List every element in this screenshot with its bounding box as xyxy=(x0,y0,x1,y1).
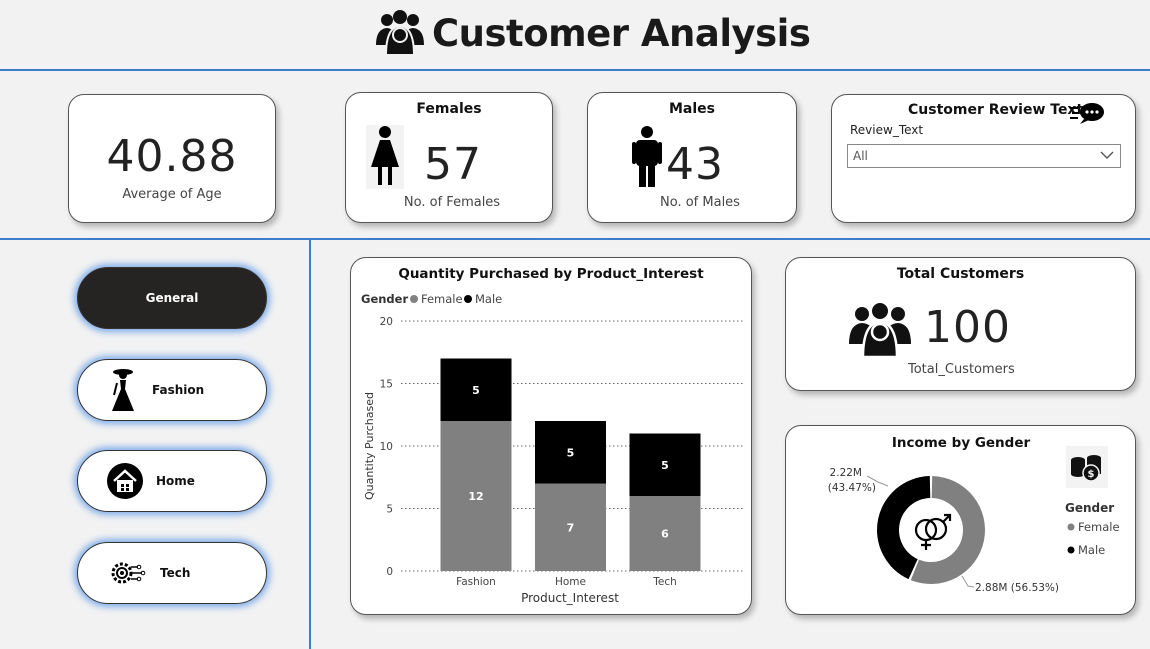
male-person-icon xyxy=(632,126,662,187)
svg-text:$: $ xyxy=(1088,469,1095,480)
male-slice-label: 2.22M xyxy=(830,467,862,479)
donut-legend-label-male: Male xyxy=(1078,543,1105,557)
quantity-bar-chart: Quantity Purchased by Product_Interest G… xyxy=(361,266,743,605)
donut-slice-female xyxy=(910,476,985,584)
y-tick-label: 15 xyxy=(380,379,393,391)
chevron-down-icon xyxy=(1100,151,1114,159)
nav-button-tech[interactable]: Tech xyxy=(77,542,267,604)
legend-marker-female xyxy=(410,295,418,303)
total-customers-value: 100 xyxy=(924,302,1011,353)
data-label: 6 xyxy=(661,528,669,541)
male-slice-percent: (43.47%) xyxy=(828,482,876,494)
female-slice-label: 2.88M (56.53%) xyxy=(975,582,1059,594)
header-divider xyxy=(0,69,1150,71)
x-axis-label: Product_Interest xyxy=(521,591,619,605)
donut-title: Income by Gender xyxy=(892,435,1031,451)
females-value: 57 xyxy=(424,139,482,190)
review-dropdown[interactable]: All xyxy=(847,144,1121,168)
average-age-label: Average of Age xyxy=(122,187,222,202)
nav-label-tech: Tech xyxy=(160,566,191,580)
review-dropdown-value: All xyxy=(853,149,868,163)
kpi-divider xyxy=(0,238,1150,240)
total-customers-card: Total Customers 100 Total_Customers xyxy=(785,257,1136,391)
female-person-icon xyxy=(366,125,404,189)
nav-label-general: General xyxy=(145,291,199,305)
review-filter-card: Customer Review Text Review_Text All xyxy=(831,94,1136,223)
bar-female-home xyxy=(535,483,606,571)
group-people-icon xyxy=(376,10,424,56)
gender-symbol-icon xyxy=(914,513,952,550)
legend-title: Gender xyxy=(361,292,408,306)
nav-label-home: Home xyxy=(156,474,195,488)
fashion-woman-icon xyxy=(112,369,134,411)
females-title: Females xyxy=(416,101,482,117)
total-customers-label: Total_Customers xyxy=(908,362,1015,377)
males-label: No. of Males xyxy=(660,195,740,210)
quantity-chart-card: Quantity Purchased by Product_Interest G… xyxy=(350,257,752,615)
page-title: Customer Analysis xyxy=(432,11,811,55)
speech-bubble-icon xyxy=(1070,103,1104,124)
legend-marker-male xyxy=(464,295,472,303)
nav-button-fashion[interactable]: Fashion xyxy=(77,359,267,421)
female-leader-line xyxy=(961,575,975,588)
males-title: Males xyxy=(668,101,715,117)
data-label: 5 xyxy=(472,384,480,397)
legend-label-male: Male xyxy=(475,292,502,306)
x-tick-label: Fashion xyxy=(456,576,496,588)
males-value: 43 xyxy=(666,139,724,190)
house-icon xyxy=(107,463,143,499)
income-chart-card: Income by Gender 2.22M (43.47%) 2.88M (5… xyxy=(785,425,1136,615)
donut-legend-marker-male xyxy=(1067,546,1075,554)
y-tick-label: 5 xyxy=(386,504,393,516)
x-tick-label: Tech xyxy=(652,576,677,588)
review-filter-title: Customer Review Text xyxy=(908,102,1084,118)
y-tick-label: 20 xyxy=(380,316,393,328)
data-label: 7 xyxy=(567,521,575,534)
male-leader-line xyxy=(866,475,889,487)
y-axis-label: Quantity Purchased xyxy=(363,392,376,500)
data-label: 5 xyxy=(661,459,669,472)
donut-legend-marker-female xyxy=(1067,523,1075,531)
title-wrap: Customer Analysis xyxy=(374,8,811,58)
legend-label-female: Female xyxy=(421,292,463,306)
nav-divider xyxy=(309,239,311,649)
males-card: Males 43 No. of Males xyxy=(587,92,797,223)
average-age-card: 40.88 Average of Age xyxy=(68,94,276,223)
females-card: Females 57 No. of Females xyxy=(345,92,553,223)
circuit-gear-icon xyxy=(111,562,146,584)
income-donut-chart: Income by Gender 2.22M (43.47%) 2.88M (5… xyxy=(828,435,1120,594)
donut-legend-label-female: Female xyxy=(1078,520,1120,534)
nav-button-general[interactable]: General xyxy=(77,267,267,329)
bar-male-fashion xyxy=(440,358,512,421)
header: Customer Analysis xyxy=(0,0,1150,70)
data-label: 5 xyxy=(567,446,575,459)
y-tick-label: 10 xyxy=(380,441,393,453)
bar-male-tech xyxy=(629,433,701,496)
bar-male-home xyxy=(535,421,606,484)
money-stack-icon: $ xyxy=(1066,446,1108,488)
donut-slice-male xyxy=(877,476,931,580)
total-customers-title: Total Customers xyxy=(896,266,1025,282)
nav-label-fashion: Fashion xyxy=(152,383,205,397)
review-field-label: Review_Text xyxy=(850,123,924,137)
bar-female-tech xyxy=(629,496,701,571)
average-age-value: 40.88 xyxy=(106,131,238,182)
nav-button-home[interactable]: Home xyxy=(77,450,267,512)
donut-legend-title: Gender xyxy=(1065,501,1114,515)
bar-female-fashion xyxy=(440,421,512,571)
females-label: No. of Females xyxy=(403,195,501,210)
group-people-icon xyxy=(849,303,911,358)
x-tick-label: Home xyxy=(555,576,586,588)
data-label: 12 xyxy=(468,490,483,503)
y-tick-label: 0 xyxy=(386,566,393,578)
chart-title: Quantity Purchased by Product_Interest xyxy=(398,266,704,282)
